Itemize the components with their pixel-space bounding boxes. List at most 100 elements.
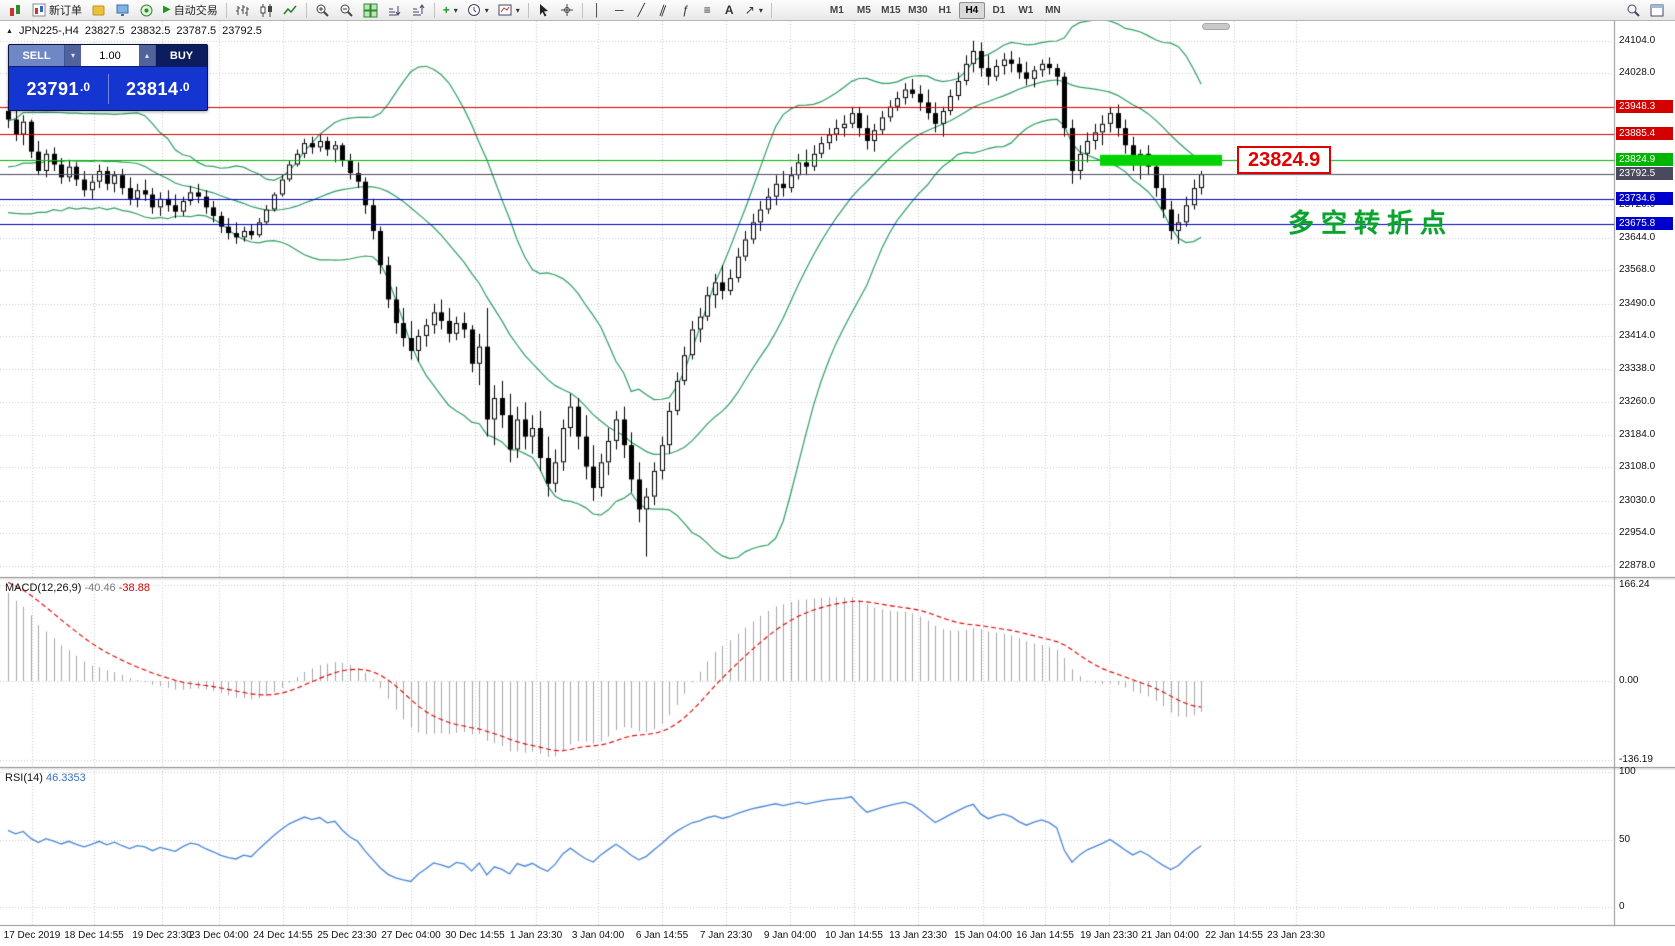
price-tick-label: 24028.0	[1619, 67, 1656, 79]
cursor-icon[interactable]	[533, 1, 555, 20]
price-chart-canvas[interactable]	[0, 21, 1675, 946]
cycles-tool[interactable]: ≡	[697, 1, 718, 20]
channel-tool[interactable]: ∥	[653, 1, 674, 20]
bar-chart-icon[interactable]	[231, 1, 254, 20]
time-label: 25 Dec 23:30	[317, 930, 377, 941]
toolbar-separator	[770, 2, 772, 18]
price-tick-label: 23184.0	[1619, 428, 1656, 440]
volume-input[interactable]	[81, 45, 139, 66]
rsi-indicator-label: RSI(14) 46.3353	[5, 772, 86, 784]
time-label: 23 Jan 23:30	[1267, 930, 1325, 941]
time-label: 30 Dec 14:55	[445, 930, 505, 941]
app-icon	[4, 1, 27, 20]
sell-price[interactable]: 23791.0	[26, 78, 91, 99]
ohlc-open: 23827.5	[84, 25, 125, 37]
timeframe-m1[interactable]: M1	[824, 2, 850, 19]
metaeditor-icon[interactable]	[87, 1, 110, 20]
price-level-callout[interactable]: 23824.9	[1237, 146, 1332, 174]
time-label: 1 Jan 23:30	[509, 930, 563, 941]
price-axis[interactable]: 24104.024028.023720.023644.023568.023490…	[1615, 21, 1675, 925]
price-level-badge-resistance: 23948.3	[1616, 100, 1673, 114]
price-divider	[107, 74, 109, 104]
price-tick-label: 23414.0	[1619, 330, 1656, 342]
window-marker-icon: ▲	[6, 27, 13, 35]
price-level-badge-pivot: 23824.9	[1616, 153, 1673, 167]
toolbar-separator	[225, 2, 227, 18]
timeframe-d1[interactable]: D1	[986, 2, 1012, 19]
zoom-out-icon[interactable]	[335, 1, 358, 20]
play-icon: ▶	[163, 4, 171, 15]
indicators-button[interactable]: + ▾	[439, 1, 462, 20]
timeframe-w1[interactable]: W1	[1013, 2, 1039, 19]
zoom-in-icon[interactable]	[311, 1, 334, 20]
auto-scroll-icon[interactable]	[383, 1, 406, 20]
sell-button[interactable]: SELL	[9, 45, 65, 66]
arrows-tool[interactable]: ↗ ▾	[741, 1, 767, 20]
rsi-tick-label: 100	[1619, 766, 1636, 778]
time-label: 22 Jan 14:55	[1205, 930, 1263, 941]
autotrading-button[interactable]: ▶ 自动交易	[159, 1, 222, 20]
timeframe-h4[interactable]: H4	[958, 1, 985, 19]
chart-area: ▲ JPN225-,H4 23827.5 23832.5 23787.5 237…	[0, 21, 1675, 946]
volume-down-button[interactable]: ▾	[65, 45, 81, 66]
time-label: 3 Jan 04:00	[571, 930, 625, 941]
tile-windows-icon[interactable]	[359, 1, 382, 20]
chart-scrollbar-thumb[interactable]	[1202, 23, 1230, 30]
time-axis[interactable]: 17 Dec 2019 18 Dec 14:55 19 Dec 23:30 23 De…	[0, 926, 1675, 946]
toolbar-separator	[305, 2, 307, 18]
price-tick-label: 23490.0	[1619, 297, 1656, 309]
arrow-icon: ↗	[744, 3, 755, 17]
trendline-tool[interactable]: ╱	[631, 1, 652, 20]
new-order-label: 新订单	[49, 5, 82, 17]
time-label: 24 Dec 14:55	[253, 930, 313, 941]
timeframe-h1[interactable]: H1	[932, 2, 958, 19]
price-tick-label: 23568.0	[1619, 264, 1656, 276]
time-label: 13 Jan 23:30	[889, 930, 947, 941]
text-icon: A	[724, 3, 734, 17]
market-watch-icon[interactable]	[111, 1, 134, 20]
timeframe-m30[interactable]: M30	[905, 2, 931, 19]
volume-up-button[interactable]: ▴	[139, 45, 155, 66]
time-label: 9 Jan 04:00	[763, 930, 817, 941]
candlestick-chart-icon[interactable]	[255, 1, 278, 20]
new-chart-window-icon[interactable]	[1646, 1, 1669, 20]
timeframe-mn[interactable]: MN	[1040, 2, 1066, 19]
price-level-badge-support: 23675.8	[1616, 217, 1673, 231]
chart-shift-icon[interactable]	[407, 1, 430, 20]
template-icon	[498, 4, 512, 16]
time-label: 19 Dec 23:30	[132, 930, 192, 941]
buy-button[interactable]: BUY	[155, 45, 207, 66]
price-level-badge-support: 23734.6	[1616, 191, 1673, 205]
text-tool[interactable]: A	[719, 1, 740, 20]
auto-trading-label: 自动交易	[173, 5, 218, 17]
trendline-icon: ╱	[637, 3, 645, 17]
price-tick-label: 23338.0	[1619, 362, 1656, 374]
timeframe-m5[interactable]: M5	[851, 2, 877, 19]
vertical-line-tool[interactable]: │	[587, 1, 608, 20]
main-toolbar: 新订单 ▶ 自动交易	[0, 0, 1675, 21]
periods-button[interactable]: ▾	[463, 1, 493, 20]
horizontal-line-tool[interactable]: ─	[609, 1, 630, 20]
line-chart-icon[interactable]	[279, 1, 302, 20]
time-label: 18 Dec 14:55	[64, 930, 124, 941]
channel-icon: ∥	[658, 2, 669, 18]
buy-price[interactable]: 23814.0	[125, 78, 190, 99]
toolbar-separator	[527, 2, 529, 18]
time-label: 27 Dec 04:00	[381, 930, 441, 941]
price-tick-label: 23644.0	[1619, 231, 1656, 243]
new-order-button[interactable]: 新订单	[28, 1, 86, 20]
clock-icon	[467, 4, 480, 16]
crosshair-icon[interactable]	[556, 1, 578, 20]
chart-title: ▲ JPN225-,H4 23827.5 23832.5 23787.5 237…	[6, 25, 262, 37]
chevron-down-icon: ▾	[484, 5, 489, 15]
strategy-tester-icon[interactable]	[135, 1, 158, 20]
timeframe-m15[interactable]: M15	[878, 2, 904, 19]
symbol-timeframe: JPN225-,H4	[18, 25, 79, 37]
fibonacci-tool[interactable]: ƒ	[675, 1, 696, 20]
price-tick-label: 22954.0	[1619, 527, 1656, 539]
chevron-down-icon: ▾	[515, 5, 520, 15]
time-label: 19 Jan 23:30	[1080, 930, 1138, 941]
templates-button[interactable]: ▾	[494, 1, 524, 20]
search-icon[interactable]	[1622, 1, 1645, 20]
